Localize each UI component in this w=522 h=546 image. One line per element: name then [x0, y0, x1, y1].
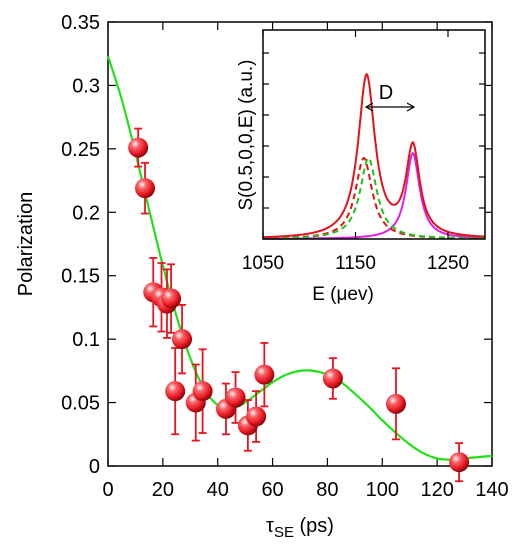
y-tick-label: 0.25 — [61, 139, 100, 161]
d-annotation-arrow — [364, 102, 416, 112]
data-point — [192, 381, 213, 402]
x-tick-label: 120 — [420, 479, 453, 501]
inset-axis-ticks: 1050 1150 1250 — [242, 30, 485, 274]
y-axis-label: Polarization — [15, 192, 37, 297]
inset-frame — [262, 29, 486, 240]
y-tick-label: 0.15 — [61, 266, 100, 288]
data-point — [386, 393, 406, 414]
d-annotation-label: D — [379, 82, 393, 104]
data-point — [128, 137, 149, 158]
x-axis-label: τSE (ps) — [266, 515, 334, 541]
x-tick-label: 60 — [261, 479, 283, 501]
y-tick-label: 0.05 — [61, 393, 100, 415]
inset-x-axis-label: E (μev) — [312, 284, 374, 305]
y-tick-label: 0.3 — [72, 75, 100, 97]
x-tick-label: 100 — [366, 479, 399, 501]
data-point — [225, 387, 246, 408]
inset-x-tick-label: 1250 — [427, 253, 469, 274]
data-point — [165, 381, 186, 402]
data-point — [246, 406, 267, 427]
y-tick-label: 0 — [89, 456, 100, 478]
data-point — [449, 452, 470, 473]
y-tick-label: 0.1 — [72, 329, 100, 351]
x-axis-label-tau: τ — [266, 515, 274, 537]
data-point — [172, 329, 193, 350]
data-point — [322, 368, 343, 389]
data-point — [135, 178, 156, 199]
inset-y-axis-label: S(0.5,0,0,E) (a.u.) — [236, 59, 257, 210]
data-point — [254, 364, 275, 385]
inset-x-tick-label: 1050 — [242, 253, 284, 274]
main-plot-frame — [107, 21, 493, 467]
x-axis-label-subscript: SE — [274, 524, 294, 541]
data-point — [161, 288, 182, 309]
x-axis-label-unit: (ps) — [294, 515, 334, 537]
x-tick-label: 140 — [475, 479, 508, 501]
data-points-group — [128, 127, 470, 483]
y-tick-label: 0.2 — [72, 202, 100, 224]
x-tick-label: 40 — [207, 479, 229, 501]
x-tick-label: 80 — [316, 479, 338, 501]
main-axis-ticks: 0 20 40 60 80 100 120 140 0 0.05 0.1 0.15 0.2 0.25 0.3… — [61, 12, 509, 501]
x-tick-label: 20 — [152, 479, 174, 501]
inset-total-curve — [262, 72, 485, 239]
inset-dashed-red-curve — [263, 156, 485, 240]
y-tick-label: 0.35 — [61, 12, 100, 34]
x-tick-label: 0 — [102, 479, 113, 501]
inset-x-tick-label: 1150 — [335, 253, 376, 274]
